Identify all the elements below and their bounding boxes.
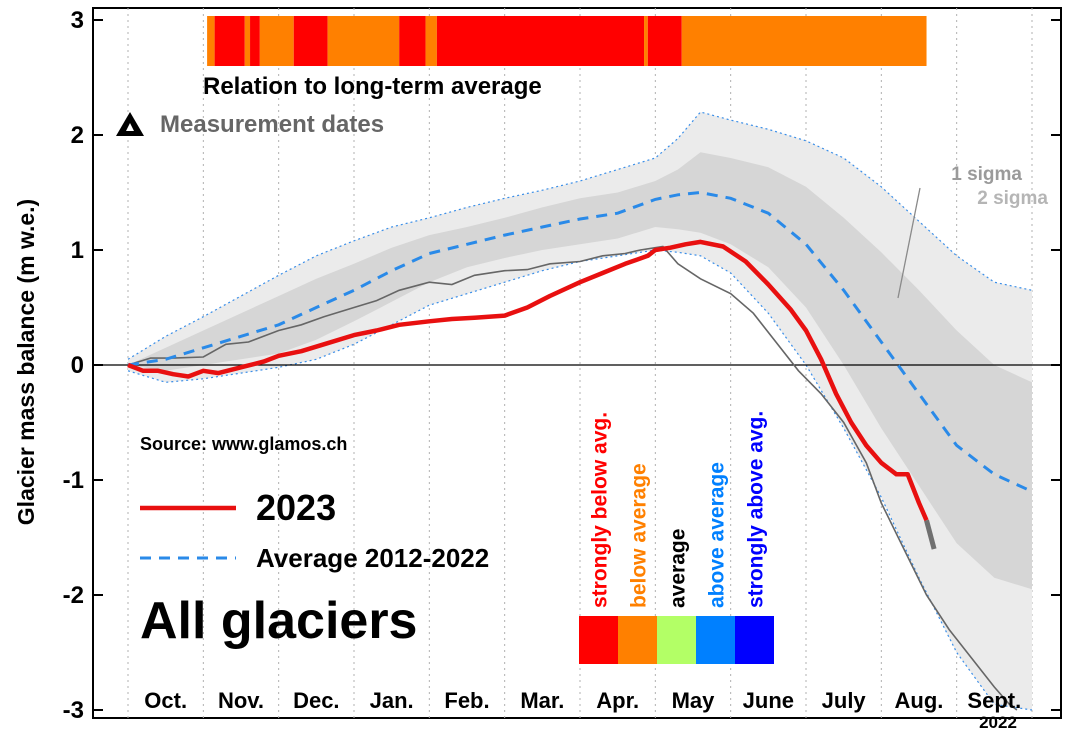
x-month-label: June (743, 688, 794, 713)
source-label: Source: www.glamos.ch (140, 434, 347, 454)
one-sigma-band (128, 152, 1032, 590)
category-label: above average (706, 462, 729, 608)
relation-bar-segment (259, 16, 294, 66)
category-label: strongly below avg. (589, 412, 612, 608)
y-tick-label: -3 (63, 697, 84, 724)
category-label: strongly above avg. (745, 411, 768, 608)
relation-title: Relation to long-term average (203, 73, 542, 100)
category-swatch (735, 616, 774, 664)
sigma1-label: 1 sigma (951, 164, 1022, 185)
relation-bar-segment (399, 16, 426, 66)
relation-bar-segment (425, 16, 437, 66)
x-axis-labels: Oct. Nov. Dec. Jan. Feb. Mar. Apr. May June July A… (144, 688, 1021, 713)
series-2023-extrapolation (924, 519, 937, 550)
relation-bar-segment (250, 16, 260, 66)
series-average-line (127, 190, 1033, 493)
x-month-label: Dec. (293, 688, 339, 713)
y-tick-label: 0 (71, 352, 84, 379)
category-swatch (579, 616, 618, 664)
category-label: below average (628, 463, 651, 608)
year-note: 2022 (979, 713, 1017, 732)
relation-bar-segment (327, 16, 400, 66)
y-tick-label: 3 (71, 7, 84, 34)
y-tick-label: -2 (63, 582, 84, 609)
relation-bar (207, 16, 927, 66)
legend-average-label: Average 2012-2022 (256, 543, 489, 573)
y-tick-label: 2 (71, 122, 84, 149)
relation-bar-segment (207, 16, 215, 66)
relation-bar-segment (647, 16, 682, 66)
relation-bar-segment (681, 16, 927, 66)
sigma2-label: 2 sigma (977, 188, 1048, 209)
x-month-label: Jan. (370, 688, 414, 713)
x-month-label: Mar. (520, 688, 564, 713)
chart-title: All glaciers (140, 592, 417, 650)
x-month-label: May (672, 688, 716, 713)
relation-bar-segment (214, 16, 245, 66)
x-month-label: Aug. (895, 688, 944, 713)
y-tick-label: -1 (63, 467, 84, 494)
measurement-icon (116, 112, 144, 136)
x-month-label: Oct. (144, 688, 187, 713)
series-2022-line (127, 245, 1018, 711)
y-tick-label: 1 (71, 237, 84, 264)
category-legend: strongly below avg. below average average a… (579, 411, 774, 664)
x-month-label: Sept. (967, 688, 1021, 713)
relation-bar-segment (244, 16, 251, 66)
relation-bar-segment (644, 16, 648, 66)
series-2023-line (127, 239, 929, 522)
relation-bar-segment (436, 16, 645, 66)
category-swatch (618, 616, 657, 664)
relation-bar-segment (293, 16, 328, 66)
category-swatch (696, 616, 735, 664)
legend-2023-label: 2023 (256, 487, 336, 528)
x-month-label: Apr. (596, 688, 639, 713)
y-axis-label: Glacier mass balance (m w.e.) (13, 199, 39, 525)
sigma-pointer (897, 187, 921, 299)
category-swatch (657, 616, 696, 664)
measurement-label: Measurement dates (160, 111, 384, 138)
x-month-label: July (822, 688, 867, 713)
x-month-label: Nov. (218, 688, 264, 713)
x-month-label: Feb. (444, 688, 489, 713)
y-axis-ticks: -3 -2 -1 0 1 2 3 (63, 7, 1061, 724)
category-label: average (667, 529, 690, 608)
